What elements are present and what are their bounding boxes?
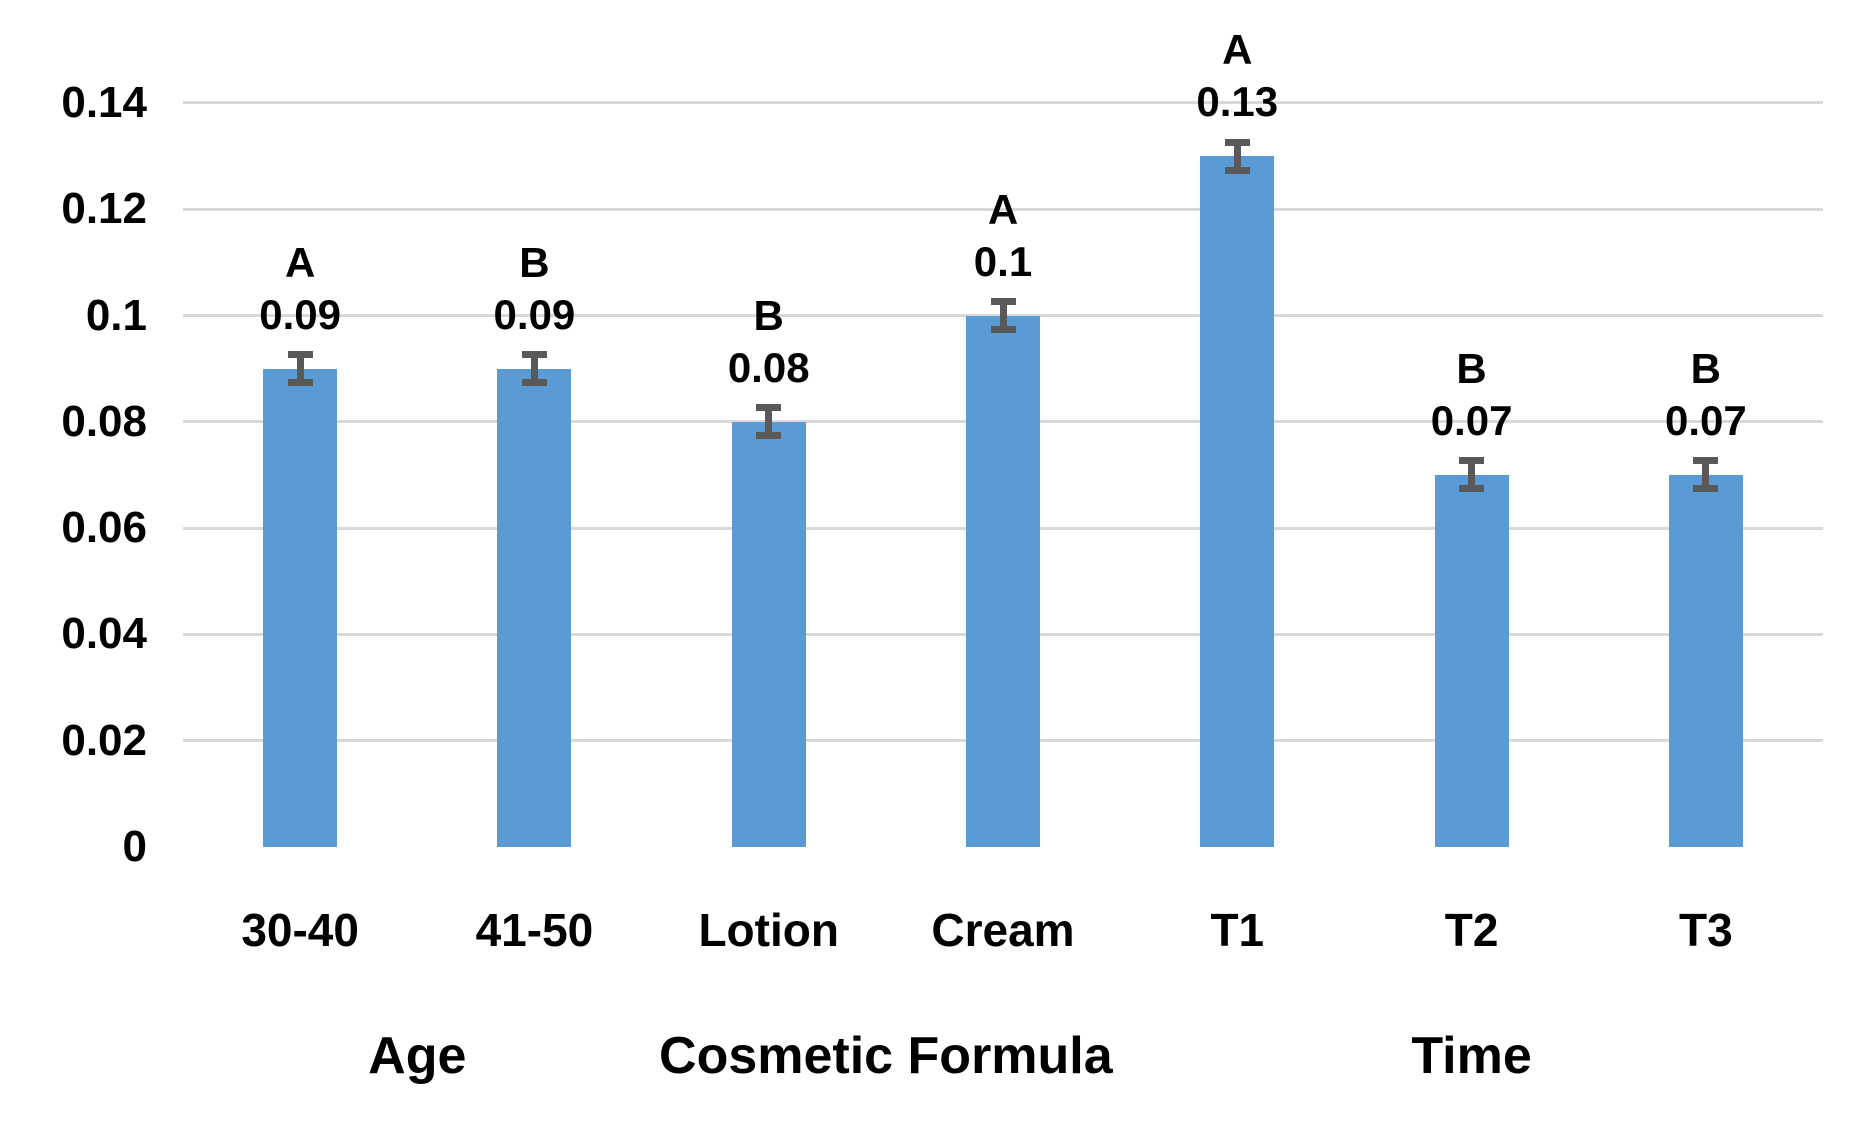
- bar-t3: [1668, 474, 1743, 847]
- category-label-41-50: 41-50: [475, 904, 594, 956]
- significance-letter-label: B: [1456, 344, 1487, 392]
- error-bar-cap-top: [756, 404, 782, 412]
- y-axis-tick-label: 0.02: [61, 715, 147, 765]
- error-bar-cap-top: [1224, 138, 1250, 146]
- group-label-time: Time: [1411, 1027, 1532, 1085]
- error-bar-stem: [296, 354, 304, 383]
- error-bar-stem: [530, 354, 538, 383]
- significance-letter-label: A: [284, 238, 316, 286]
- error-bar-cap-top: [990, 298, 1016, 305]
- error-bar-cap-top: [287, 351, 313, 359]
- value-label: 0.1: [973, 237, 1033, 285]
- bar-t2: [1434, 474, 1509, 847]
- gridline-0.14: [183, 101, 1823, 105]
- error-bar-cap-bottom: [990, 326, 1016, 333]
- value-label: 0.13: [1196, 78, 1279, 126]
- error-bar-cap-bottom: [287, 379, 313, 387]
- y-axis-tick-label: 0.06: [61, 503, 147, 553]
- category-label-cream: Cream: [931, 904, 1075, 956]
- group-label-cosmetic-formula: Cosmetic Formula: [659, 1027, 1113, 1085]
- y-axis-tick-label: 0.08: [61, 396, 147, 446]
- error-bar-cap-bottom: [1693, 485, 1719, 493]
- category-label-lotion: Lotion: [698, 904, 839, 956]
- y-axis-tick-label: 0.1: [85, 290, 147, 340]
- bar-cream: [966, 315, 1040, 847]
- category-label-t1: T1: [1210, 904, 1265, 956]
- category-label-30-40: 30-40: [241, 904, 359, 956]
- bar-41-50: [497, 368, 572, 847]
- error-bar-cap-bottom: [1459, 485, 1485, 493]
- error-bar-cap-bottom: [756, 432, 782, 440]
- y-axis-tick-label: 0.12: [61, 184, 147, 234]
- error-bar-stem: [1233, 142, 1241, 171]
- bar-t1: [1200, 156, 1275, 847]
- significance-letter-label: A: [1222, 26, 1253, 74]
- error-bar-cap-top: [1459, 457, 1485, 465]
- significance-letter-label: B: [753, 291, 784, 339]
- error-bar-cap-bottom: [1224, 166, 1250, 174]
- value-label: 0.08: [727, 343, 810, 391]
- group-label-age: Age: [368, 1027, 467, 1085]
- error-bar-cap-bottom: [521, 379, 547, 387]
- category-label-t2: T2: [1444, 904, 1499, 956]
- error-bar-cap-top: [521, 351, 547, 359]
- category-label-t3: T3: [1679, 904, 1733, 956]
- value-label: 0.09: [493, 290, 576, 338]
- bar-lotion: [731, 421, 806, 847]
- value-label: 0.07: [1664, 396, 1747, 444]
- y-axis-tick-label: 0: [122, 822, 147, 871]
- error-bar-stem: [999, 301, 1007, 330]
- error-bar-stem: [765, 407, 773, 436]
- value-label: 0.07: [1430, 396, 1513, 444]
- bar-30-40: [263, 368, 338, 847]
- error-bar-cap-top: [1693, 457, 1719, 465]
- error-bar-stem: [1702, 460, 1710, 489]
- gridline-0.12: [183, 207, 1823, 211]
- error-bar-stem: [1468, 460, 1476, 489]
- y-axis-tick-label: 0.04: [61, 609, 147, 659]
- significance-letter-label: B: [1690, 344, 1722, 392]
- significance-letter-label: A: [987, 185, 1019, 233]
- significance-letter-label: B: [519, 238, 550, 286]
- value-label: 0.09: [259, 290, 342, 338]
- y-axis-tick-label: 0.14: [61, 77, 147, 127]
